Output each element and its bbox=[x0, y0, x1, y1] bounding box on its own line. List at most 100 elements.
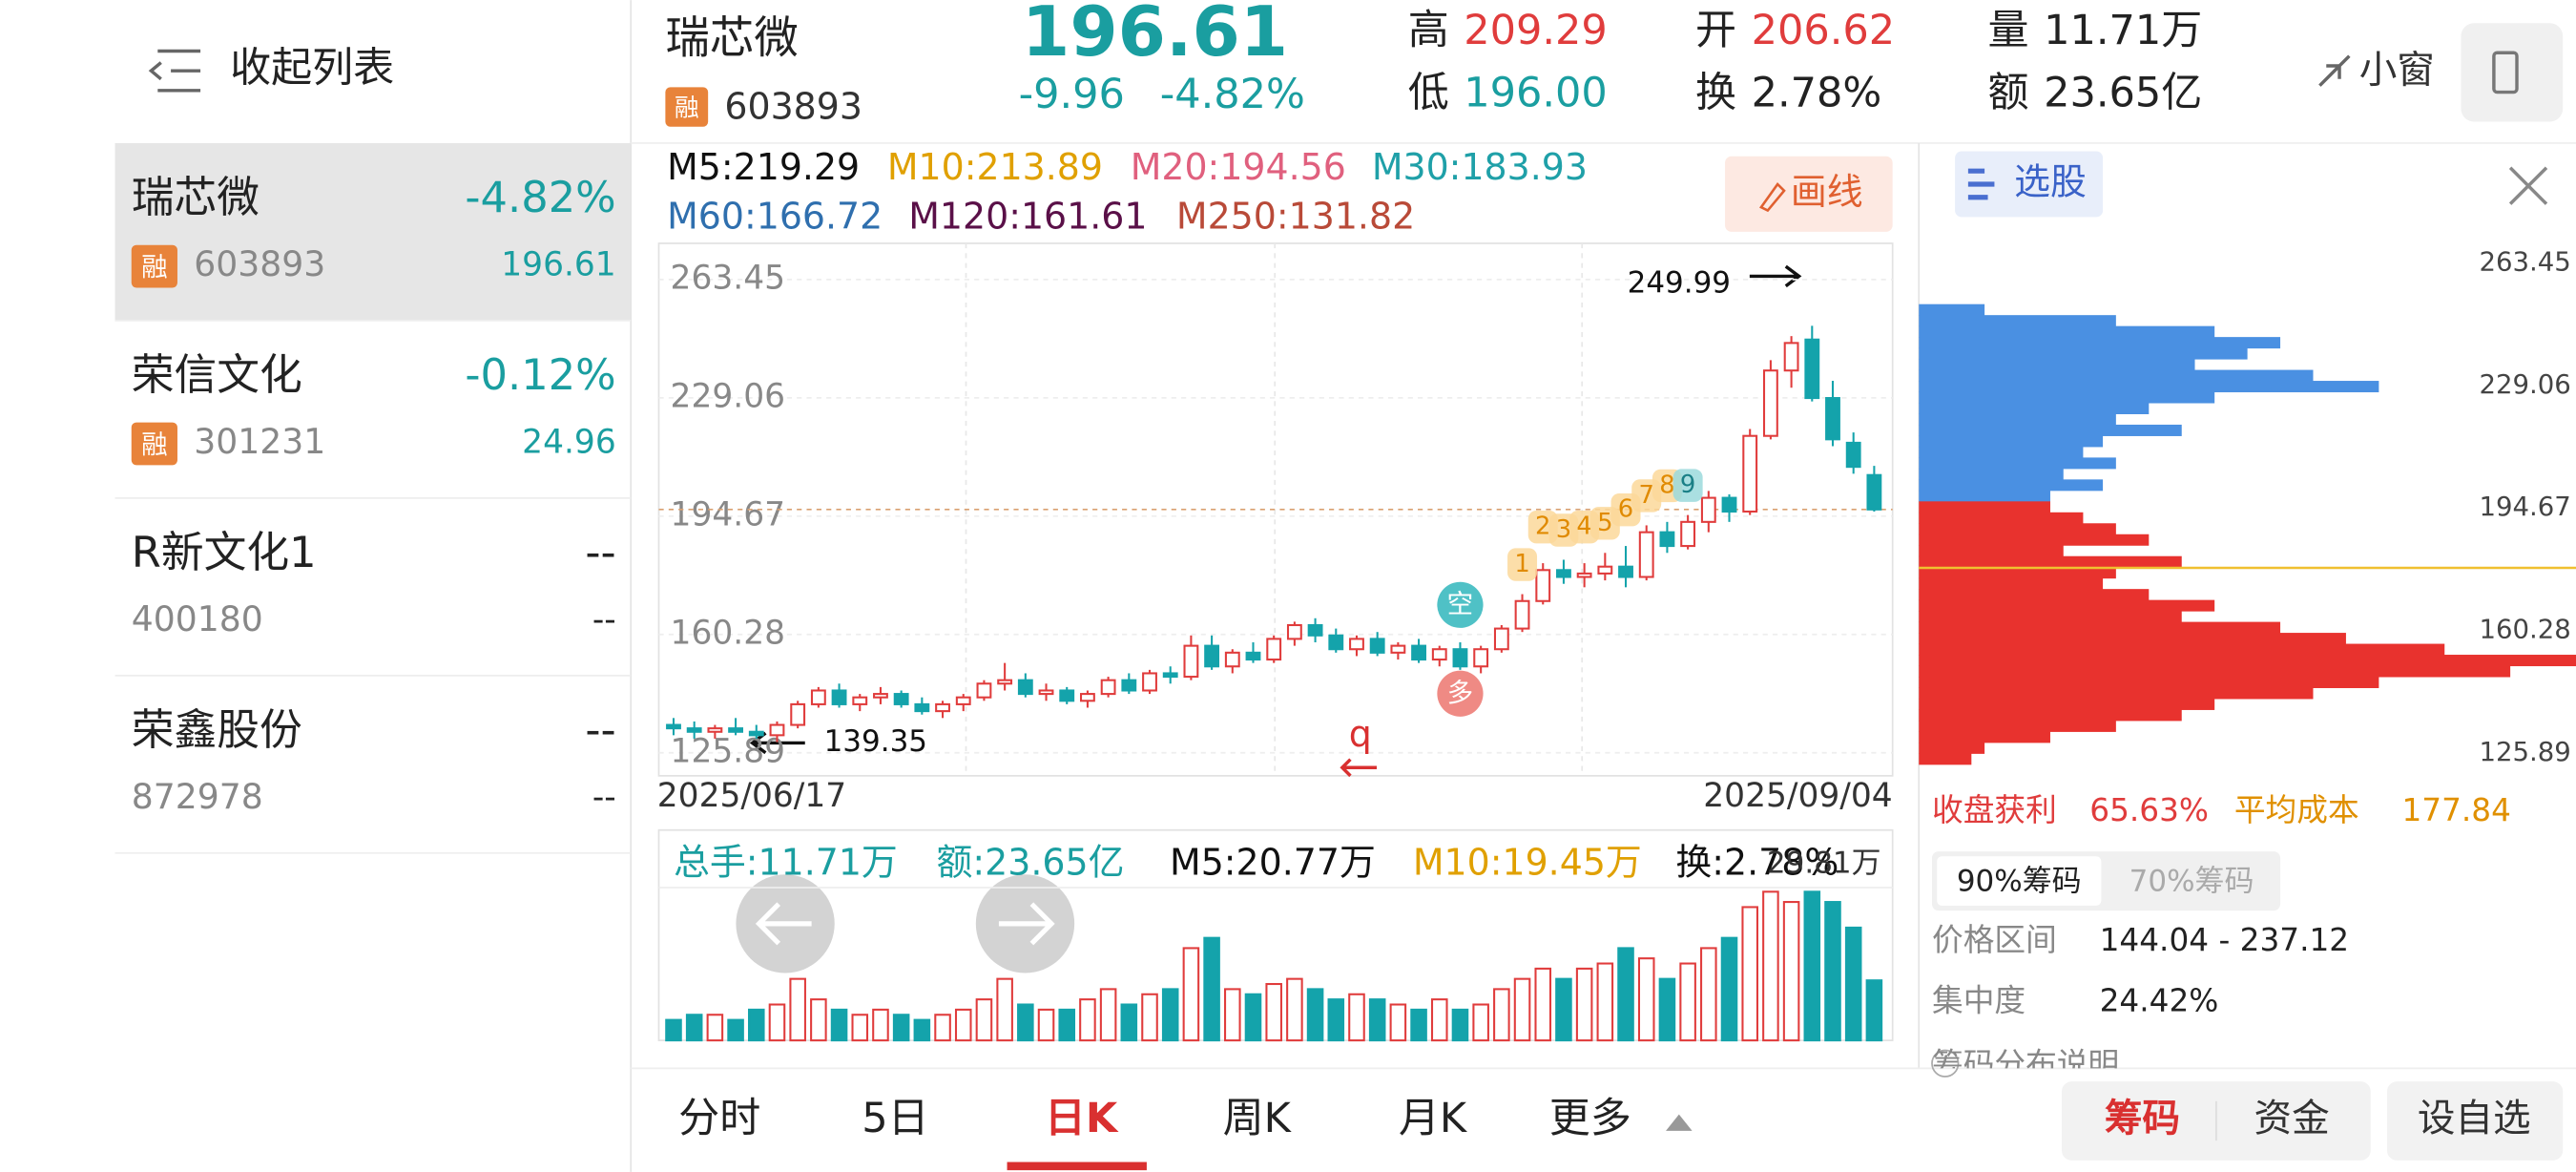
selected-row bbox=[114, 142, 632, 321]
help-icon[interactable] bbox=[1931, 1049, 1960, 1078]
stat-value: 23.65亿 bbox=[2044, 70, 2202, 117]
chip-bar bbox=[1919, 359, 2195, 371]
candle-body bbox=[1845, 441, 1861, 469]
stat-value: 2.78% bbox=[1752, 70, 1882, 117]
signal-number: 4 bbox=[1576, 513, 1591, 541]
candle-body bbox=[873, 693, 888, 699]
action-button[interactable]: 设自选 bbox=[2418, 1097, 2531, 1141]
candle-body bbox=[1349, 638, 1364, 651]
chip-bar bbox=[1919, 545, 2064, 557]
phone-icon bbox=[2492, 51, 2519, 94]
signal-number: 7 bbox=[1639, 481, 1654, 510]
action-button[interactable]: 资金 bbox=[2254, 1097, 2330, 1141]
chip-bar bbox=[1919, 611, 2182, 623]
volume-bar bbox=[1637, 957, 1655, 1042]
stat-label: 换 bbox=[1695, 70, 1736, 117]
candle-body bbox=[997, 679, 1013, 685]
chip-bar bbox=[1919, 599, 2215, 612]
volume-bar bbox=[1306, 988, 1324, 1042]
more-icon bbox=[1666, 1114, 1693, 1131]
volume-bar bbox=[1410, 1008, 1427, 1042]
tab-underline bbox=[1007, 1162, 1147, 1171]
volume-bar bbox=[1824, 901, 1841, 1042]
collapse-icon[interactable] bbox=[148, 49, 201, 93]
stock-price: 196.61 bbox=[501, 246, 615, 284]
select-button[interactable] bbox=[1955, 151, 2104, 218]
quote-change: -9.96 bbox=[1019, 71, 1125, 118]
select-label[interactable]: 选股 bbox=[2014, 160, 2087, 202]
chip-bar bbox=[1919, 523, 2116, 535]
volume-bar bbox=[1555, 977, 1572, 1042]
candle-body bbox=[935, 702, 950, 713]
volume-bar bbox=[1803, 890, 1821, 1042]
candle-body bbox=[1266, 638, 1282, 661]
quote-pct: -4.82% bbox=[1160, 71, 1305, 118]
candle-body bbox=[1204, 644, 1220, 668]
draw-button[interactable] bbox=[1725, 156, 1893, 232]
candle-body bbox=[748, 730, 764, 737]
chip-bar bbox=[1919, 621, 2281, 634]
volume-max-label: 29.81万 bbox=[1767, 846, 1881, 880]
stock-name: 瑞芯微 bbox=[132, 172, 260, 222]
volume-bar bbox=[1348, 993, 1365, 1042]
candle-body bbox=[1638, 531, 1654, 578]
period-tab[interactable]: 日K bbox=[1045, 1095, 1119, 1142]
chip-bar bbox=[1919, 633, 2346, 645]
badge-text: 融 bbox=[141, 252, 168, 283]
volume-bar bbox=[913, 1018, 931, 1042]
candle-body bbox=[666, 723, 681, 730]
chip-bar bbox=[1919, 720, 2116, 732]
draw-label[interactable]: 画线 bbox=[1791, 171, 1863, 213]
chip-tab[interactable]: 90%筹码 bbox=[1957, 864, 2082, 898]
close-icon[interactable] bbox=[2508, 166, 2548, 205]
chip-bar bbox=[1919, 577, 2104, 590]
candle-body bbox=[707, 727, 723, 733]
volume-bar bbox=[1596, 962, 1614, 1042]
volume-bar bbox=[1079, 998, 1096, 1042]
short-marker bbox=[1437, 581, 1484, 628]
candle-body bbox=[1473, 648, 1489, 668]
signal-number: 2 bbox=[1535, 513, 1550, 541]
period-tab[interactable]: 5日 bbox=[862, 1095, 928, 1142]
action-button[interactable]: 筹码 bbox=[2105, 1097, 2180, 1141]
chip-tick-label: 229.06 bbox=[2479, 369, 2570, 400]
stock-change: -0.12% bbox=[465, 349, 615, 400]
volume-bar bbox=[1700, 947, 1717, 1042]
volume-bar bbox=[789, 977, 806, 1042]
candle-body bbox=[810, 689, 826, 705]
chip-bar bbox=[1919, 435, 2104, 448]
signal-marker bbox=[1507, 548, 1538, 581]
period-tab[interactable]: 月K bbox=[1399, 1095, 1468, 1142]
chip-tick-label: 125.89 bbox=[2479, 737, 2570, 767]
y-tick-label: 263.45 bbox=[671, 259, 785, 297]
candle-body bbox=[1224, 651, 1240, 668]
volume-bar bbox=[1099, 988, 1117, 1042]
stat-value: 206.62 bbox=[1752, 7, 1896, 54]
mini-window[interactable]: 小窗 bbox=[2359, 48, 2435, 92]
candle-body bbox=[686, 727, 702, 733]
chip-bar bbox=[1919, 753, 1972, 765]
candle-body bbox=[831, 689, 847, 705]
stat-value: 196.00 bbox=[1464, 70, 1608, 117]
period-tab[interactable]: 更多 bbox=[1549, 1095, 1631, 1142]
period-tab[interactable]: 周K bbox=[1223, 1095, 1293, 1142]
profit-label: 收盘获利 bbox=[1932, 792, 2057, 828]
phone-button[interactable] bbox=[2461, 23, 2564, 122]
stock-change: -- bbox=[585, 704, 615, 755]
period-tab[interactable]: 分时 bbox=[678, 1095, 760, 1142]
chip-bar bbox=[1919, 512, 2084, 524]
chip-tab-active[interactable] bbox=[1937, 856, 2102, 906]
long-marker bbox=[1437, 670, 1484, 717]
help-label: 筹码分布说明 bbox=[1932, 1047, 2119, 1083]
candle-body bbox=[1038, 689, 1054, 696]
signal-number: 5 bbox=[1597, 509, 1612, 537]
stock-code: 301231 bbox=[194, 421, 325, 462]
y-tick-label: 125.89 bbox=[671, 732, 785, 770]
chip-bar bbox=[1919, 479, 2104, 492]
volume-bar bbox=[1658, 977, 1676, 1042]
profit-value: 65.63% bbox=[2089, 792, 2209, 828]
volume-bar bbox=[1017, 1003, 1034, 1042]
candle-body bbox=[1411, 644, 1426, 661]
chip-tab[interactable]: 70%筹码 bbox=[2129, 864, 2254, 898]
